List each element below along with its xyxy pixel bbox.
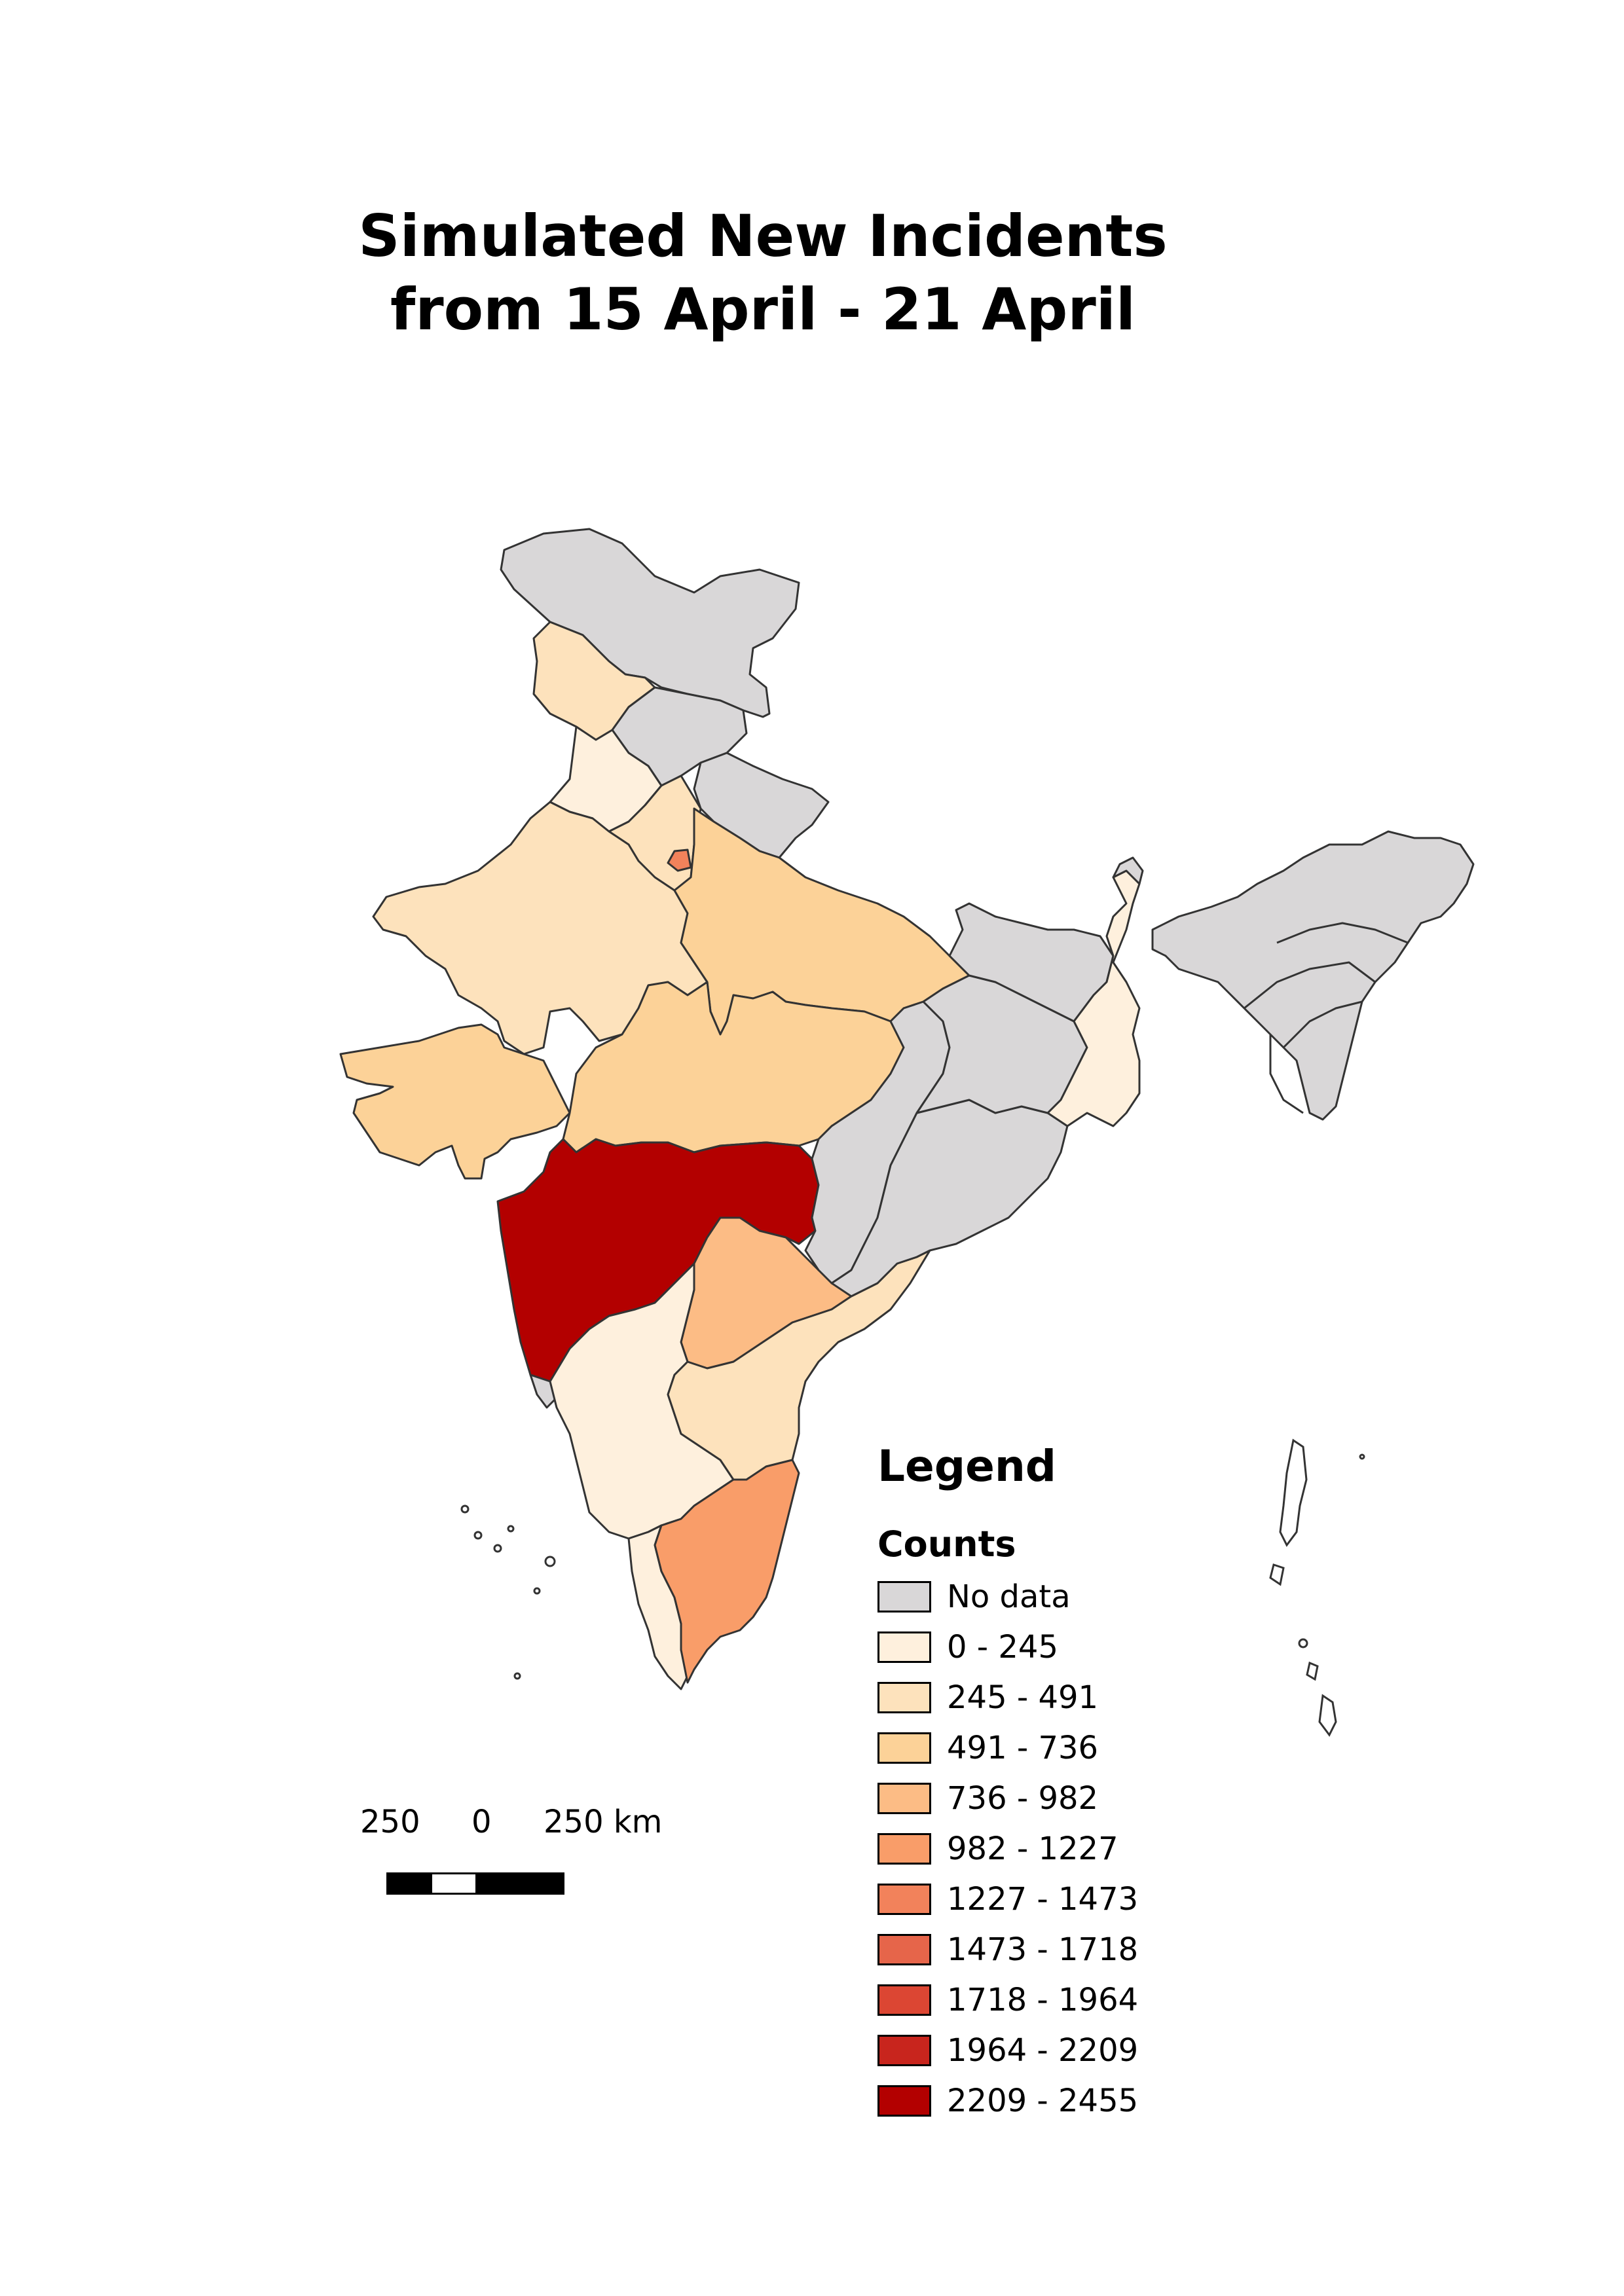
nicobar-islands <box>1318 1694 1337 1737</box>
scale-bar-left-label: 250 <box>360 1804 420 1840</box>
legend-label: 0 - 245 <box>947 1628 1058 1666</box>
lakshadweep-6 <box>533 1587 541 1595</box>
legend-label: No data <box>947 1578 1071 1615</box>
legend-item: 245 - 491 <box>877 1672 1336 1722</box>
legend-title: Legend <box>877 1441 1057 1491</box>
scale-bar-graphic <box>386 1872 564 1895</box>
scale-bar-mid-label: 0 <box>471 1804 492 1840</box>
legend-subtitle: Counts <box>877 1523 1016 1565</box>
lakshadweep-5 <box>544 1556 556 1567</box>
legend-item: 0 - 245 <box>877 1622 1336 1672</box>
legend-label: 1964 - 2209 <box>947 2032 1139 2069</box>
region-north-east <box>1151 830 1475 1121</box>
legend-label: 245 - 491 <box>947 1679 1099 1716</box>
region-west-bengal <box>1046 869 1141 1127</box>
lakshadweep-1 <box>460 1504 470 1514</box>
legend-label: 982 - 1227 <box>947 1830 1118 1867</box>
legend-item: 1473 - 1718 <box>877 1924 1336 1975</box>
region-delhi <box>667 848 692 872</box>
small-island-2 <box>1306 1661 1319 1681</box>
scale-bar-segment <box>475 1874 563 1893</box>
map-title-line-2: from 15 April - 21 April <box>390 276 1136 343</box>
island-9 <box>1359 1453 1365 1460</box>
legend-items: No data 0 - 245 245 - 491 491 - 736 736 … <box>877 1571 1336 2126</box>
legend-item: 1227 - 1473 <box>877 1874 1336 1924</box>
map-title-line-1: Simulated New Incidents <box>358 202 1168 270</box>
legend-label: 1227 - 1473 <box>947 1880 1139 1918</box>
region-bihar <box>948 902 1115 1023</box>
region-sikkim <box>1112 856 1144 885</box>
legend-label: 491 - 736 <box>947 1729 1099 1766</box>
legend-swatch <box>877 1681 931 1713</box>
legend-swatch <box>877 2085 931 2117</box>
legend-swatch <box>877 1631 931 1663</box>
legend-swatch <box>877 1580 931 1613</box>
lakshadweep-7 <box>513 1672 521 1680</box>
andaman-islands <box>1279 1438 1308 1547</box>
legend-swatch <box>877 2034 931 2066</box>
island-8 <box>1298 1638 1308 1649</box>
scale-bar-segment <box>432 1874 475 1893</box>
small-island-1 <box>1269 1563 1285 1586</box>
lakshadweep-4 <box>507 1525 515 1533</box>
islands <box>460 1438 1365 1737</box>
lakshadweep-2 <box>473 1531 483 1540</box>
legend-swatch <box>877 1832 931 1865</box>
region-north-east-internal <box>1244 922 1409 1114</box>
legend-swatch <box>877 1782 931 1814</box>
legend-item: 1718 - 1964 <box>877 1975 1336 2025</box>
legend-swatch <box>877 1732 931 1764</box>
legend-label: 1473 - 1718 <box>947 1931 1139 1968</box>
region-rajasthan <box>372 801 709 1055</box>
legend-swatch <box>877 1933 931 1965</box>
legend-swatch <box>877 1883 931 1915</box>
scale-bar-right-label: 250 km <box>544 1804 663 1840</box>
legend-label: 736 - 982 <box>947 1779 1099 1817</box>
legend-swatch <box>877 1984 931 2016</box>
legend-item: 1964 - 2209 <box>877 2025 1336 2075</box>
legend-item: 736 - 982 <box>877 1773 1336 1823</box>
legend-label: 2209 - 2455 <box>947 2082 1139 2119</box>
legend-item: 491 - 736 <box>877 1722 1336 1773</box>
scale-bar: 250 0 250 km <box>354 1804 662 1895</box>
legend-label: 1718 - 1964 <box>947 1981 1139 2018</box>
scale-bar-segment <box>388 1874 432 1893</box>
lakshadweep-3 <box>493 1544 502 1553</box>
scale-bar-labels: 250 0 250 km <box>354 1804 662 1843</box>
legend: Legend Counts No data 0 - 245 245 - 491 … <box>877 1434 1336 2126</box>
legend-item: 2209 - 2455 <box>877 2075 1336 2126</box>
region-tamil-nadu <box>654 1459 800 1684</box>
legend-item: 982 - 1227 <box>877 1823 1336 1874</box>
legend-item: No data <box>877 1571 1336 1622</box>
map-title: Simulated New Incidents from 15 April - … <box>0 200 1526 346</box>
region-gujarat <box>339 1023 571 1180</box>
region-uttarakhand <box>693 752 830 859</box>
